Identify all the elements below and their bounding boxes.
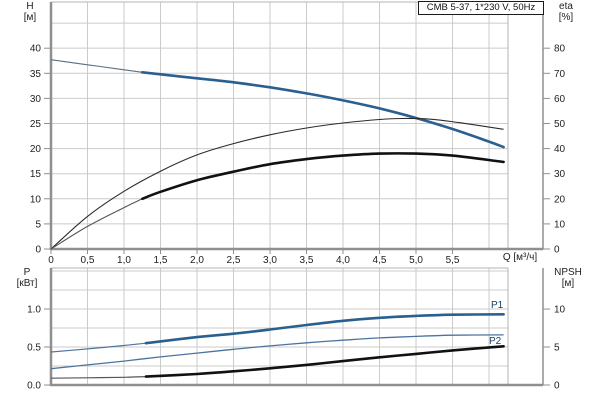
p-axis-symbol: P [23,267,31,278]
svg-text:70: 70 [554,69,566,80]
svg-text:3,0: 3,0 [263,255,277,266]
svg-text:1,5: 1,5 [154,255,168,266]
svg-text:5,0: 5,0 [409,255,423,266]
eta-axis-symbol: eta [559,1,573,12]
p1-curve-label: P1 [491,300,504,311]
svg-text:0.5: 0.5 [27,343,41,354]
q-axis-title: Q [м³/ч] [502,252,538,263]
svg-text:20: 20 [554,194,566,205]
h-axis-unit: [м] [23,12,37,23]
svg-text:40: 40 [30,44,42,55]
chart-title-box: CMB 5-37, 1*230 V, 50Hz [418,1,544,15]
svg-text:4,5: 4,5 [373,255,387,266]
npsh-axis-unit: [м] [561,278,575,289]
svg-text:5,5: 5,5 [446,255,460,266]
svg-text:1,0: 1,0 [117,255,131,266]
npsh-axis-symbol: NPSH [554,267,582,278]
svg-text:60: 60 [554,94,566,105]
svg-text:2,5: 2,5 [227,255,241,266]
svg-text:20: 20 [30,144,42,155]
svg-text:35: 35 [30,69,42,80]
npsh-axis-title: NPSH [м] [540,267,596,289]
svg-text:0.0: 0.0 [27,381,41,392]
h-axis-symbol: H [26,1,34,12]
svg-text:0,5: 0,5 [81,255,95,266]
svg-text:0: 0 [48,255,54,266]
svg-text:0: 0 [554,245,560,256]
svg-text:5: 5 [554,343,560,354]
eta-axis-unit: [%] [558,12,574,23]
svg-text:0: 0 [554,381,560,392]
svg-text:25: 25 [30,119,42,130]
svg-text:30: 30 [554,169,566,180]
eta-axis-title: eta [%] [549,1,583,23]
svg-text:3,5: 3,5 [300,255,314,266]
svg-text:1.0: 1.0 [27,305,41,316]
h-axis-title: H [м] [16,1,44,23]
p2-curve-label: P2 [489,336,502,347]
svg-text:0: 0 [35,245,41,256]
p-axis-unit: [кВт] [16,278,38,289]
p-axis-title: P [кВт] [8,267,46,289]
svg-text:30: 30 [30,94,42,105]
svg-text:50: 50 [554,119,566,130]
svg-text:10: 10 [554,219,566,230]
svg-text:80: 80 [554,44,566,55]
svg-text:40: 40 [554,144,566,155]
svg-text:10: 10 [30,194,42,205]
svg-text:4,0: 4,0 [336,255,350,266]
svg-text:15: 15 [30,169,42,180]
svg-text:10: 10 [554,305,566,316]
svg-text:2,0: 2,0 [190,255,204,266]
svg-text:5: 5 [35,219,41,230]
